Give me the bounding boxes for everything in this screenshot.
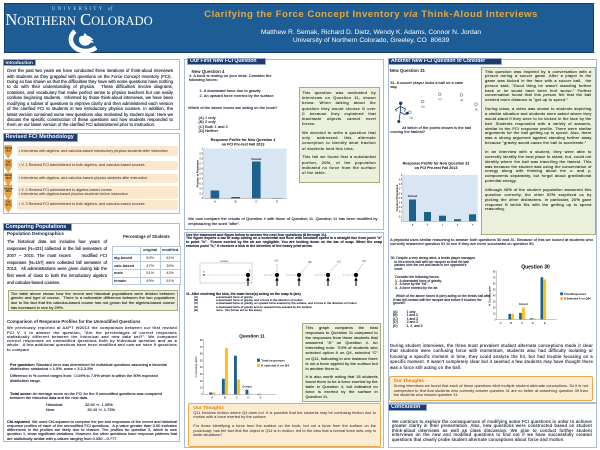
svg-text:C: C [236, 396, 238, 400]
svg-text:0.4: 0.4 [399, 202, 403, 205]
svg-text:0.2: 0.2 [200, 188, 204, 191]
svg-text:% Choosing option: % Choosing option [195, 356, 198, 378]
svg-text:A: A [214, 200, 216, 204]
svg-text:0.6: 0.6 [200, 168, 204, 171]
svg-text:D: D [276, 200, 278, 204]
svg-text:0.4: 0.4 [200, 178, 204, 181]
svg-text:Fall: Fall [6, 201, 10, 204]
svg-text:50: 50 [200, 359, 203, 362]
svg-text:B: B [510, 321, 512, 325]
svg-text:Question 30: Question 30 [521, 264, 550, 270]
svg-text:E: E [544, 321, 546, 325]
svg-text:2013: 2013 [5, 190, 11, 193]
svg-text:Spring: Spring [4, 147, 12, 150]
svg-text:a: a [412, 224, 414, 227]
svg-text:B: B [224, 396, 226, 400]
svg-text:1: 1 [202, 148, 204, 151]
svg-text:Fraction of Population: Fraction of Population [396, 184, 399, 211]
svg-text:Question 11: Question 11 [239, 334, 265, 339]
svg-text:0.1: 0.1 [200, 193, 204, 196]
svg-text:60: 60 [493, 283, 496, 286]
svg-text:2013: 2013 [5, 204, 11, 207]
svg-text:on FCI Pre-test Fall 2013: on FCI Pre-test Fall 2013 [222, 142, 265, 146]
svg-text:A: A [500, 321, 502, 325]
svg-text:80: 80 [493, 271, 496, 274]
svg-text:surface: surface [220, 259, 229, 263]
svg-text:(a): (a) [410, 115, 413, 119]
svg-text:Summer: Summer [4, 187, 13, 190]
svg-text:10: 10 [493, 313, 496, 316]
svg-text:40: 40 [200, 366, 203, 369]
svg-text:Response Profile for New Quest: Response Profile for New Question 31 [403, 161, 470, 165]
svg-text:0.7: 0.7 [399, 188, 403, 191]
svg-text:1: 1 [401, 174, 403, 177]
svg-text:Response Profile for New Quest: Response Profile for New Question 4 [211, 138, 277, 142]
svg-text:Spring: Spring [4, 174, 12, 177]
svg-text:e: e [472, 224, 474, 227]
svg-text:0.3: 0.3 [200, 183, 204, 186]
svg-text:Correct: Correct [519, 303, 528, 306]
svg-text:E: E [260, 396, 262, 400]
svg-text:70: 70 [200, 346, 203, 349]
svg-text:(D): (D) [363, 259, 367, 263]
svg-text:0: 0 [494, 318, 496, 321]
svg-text:20: 20 [493, 307, 496, 310]
svg-text:C: C [521, 321, 523, 325]
svg-text:0.9: 0.9 [399, 179, 403, 182]
svg-text:d: d [457, 223, 459, 227]
svg-text:If selected A on Q4: If selected A on Q4 [261, 364, 289, 368]
svg-text:0: 0 [202, 197, 204, 200]
svg-text:0: 0 [401, 220, 403, 223]
svg-text:Total responses: Total responses [261, 358, 285, 362]
svg-text:0.9: 0.9 [200, 153, 204, 156]
svg-text:Correct: Correct [242, 385, 251, 389]
svg-text:70: 70 [493, 277, 496, 280]
svg-text:2012: 2012 [5, 150, 11, 153]
svg-text:If Selected A on Q04: If Selected A on Q04 [564, 297, 591, 301]
svg-text:0.1: 0.1 [399, 215, 403, 218]
svg-text:0.5: 0.5 [200, 173, 204, 176]
svg-text:Fall: Fall [6, 161, 10, 164]
svg-text:(C): (C) [337, 260, 341, 264]
svg-text:Total Responses: Total Responses [564, 292, 587, 296]
svg-text:(B): (B) [308, 260, 312, 264]
svg-text:0.7: 0.7 [200, 163, 204, 166]
svg-text:% Choosing option: % Choosing option [489, 285, 492, 306]
svg-text:0.8: 0.8 [399, 183, 403, 186]
svg-text:(A): (A) [275, 259, 279, 263]
svg-text:Correct: Correct [251, 157, 261, 161]
svg-text:D: D [247, 396, 249, 400]
svg-text:0.8: 0.8 [200, 158, 204, 161]
svg-text:2013: 2013 [5, 177, 11, 180]
svg-text:B: B [235, 200, 237, 204]
svg-text:0.6: 0.6 [399, 192, 403, 195]
svg-text:Fraction of Population: Fraction of Population [196, 159, 200, 187]
svg-text:10: 10 [200, 387, 203, 390]
svg-text:20: 20 [200, 380, 203, 383]
svg-text:30: 30 [200, 373, 203, 376]
svg-text:C: C [255, 200, 257, 204]
svg-text:(b): (b) [421, 104, 424, 108]
svg-text:0.5: 0.5 [399, 197, 403, 200]
svg-text:0.2: 0.2 [399, 211, 403, 214]
svg-text:c: c [442, 224, 444, 227]
svg-text:b: b [249, 269, 251, 273]
svg-text:(d): (d) [460, 98, 463, 102]
svg-text:Correct: Correct [408, 194, 418, 198]
svg-text:0.3: 0.3 [399, 206, 403, 209]
svg-text:60: 60 [200, 353, 203, 356]
svg-text:D: D [532, 321, 534, 325]
svg-text:40: 40 [493, 295, 496, 298]
svg-text:0: 0 [201, 393, 203, 396]
svg-text:b: b [427, 223, 429, 227]
svg-text:2012: 2012 [5, 164, 11, 167]
svg-text:on FCI Pre-test Fall 2013: on FCI Pre-test Fall 2013 [415, 166, 458, 170]
svg-text:(e): (e) [475, 107, 478, 111]
svg-text:50: 50 [493, 289, 496, 292]
svg-text:(c): (c) [438, 97, 441, 101]
svg-text:80: 80 [200, 339, 203, 342]
svg-text:30: 30 [493, 301, 496, 304]
svg-text:a: a [203, 271, 205, 274]
svg-text:A: A [211, 396, 213, 400]
